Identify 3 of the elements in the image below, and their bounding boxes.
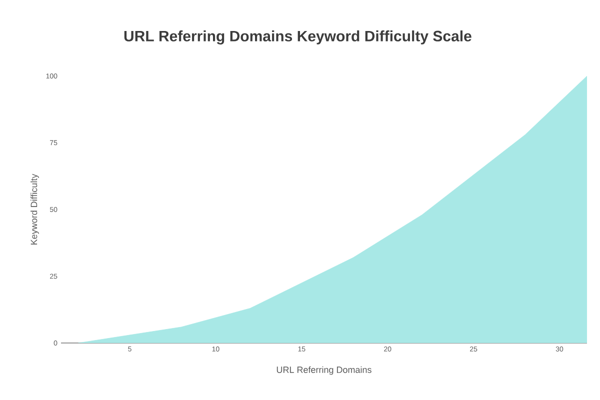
chart-title: URL Referring Domains Keyword Difficulty Scale [124,30,472,44]
y-axis-title: Keyword Difficulty [30,174,39,244]
x-axis-title: URL Referring Domains [276,366,372,375]
